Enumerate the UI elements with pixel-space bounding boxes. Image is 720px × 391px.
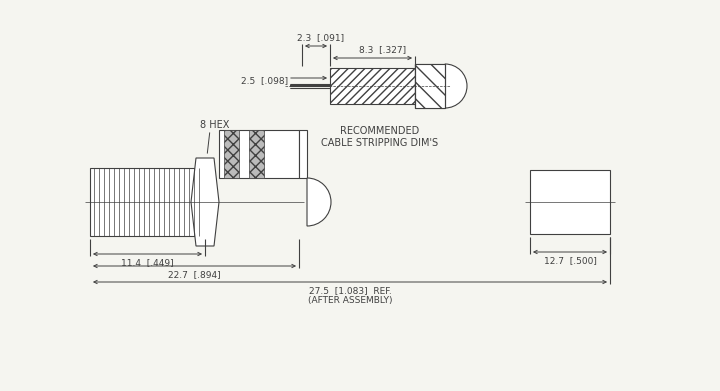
Bar <box>219 130 299 178</box>
Text: 11.4  [.449]: 11.4 [.449] <box>121 258 174 267</box>
Bar <box>90 168 205 236</box>
Text: 8.3  [.327]: 8.3 [.327] <box>359 45 406 54</box>
Text: 2.5  [.098]: 2.5 [.098] <box>241 77 288 86</box>
Bar <box>330 68 415 104</box>
Text: 8 HEX: 8 HEX <box>200 120 230 130</box>
Wedge shape <box>307 178 331 226</box>
Text: 22.7  [.894]: 22.7 [.894] <box>168 270 221 279</box>
Text: 12.7  [.500]: 12.7 [.500] <box>544 256 596 265</box>
Bar <box>530 170 610 234</box>
Polygon shape <box>191 158 219 246</box>
Bar <box>224 130 239 178</box>
Bar <box>415 64 445 108</box>
Text: 27.5  [1.083]  REF.
(AFTER ASSEMBLY): 27.5 [1.083] REF. (AFTER ASSEMBLY) <box>307 286 392 305</box>
Wedge shape <box>445 64 467 108</box>
Bar <box>415 64 445 108</box>
Text: 2.3  [.091]: 2.3 [.091] <box>297 33 345 42</box>
Bar <box>249 130 264 178</box>
Bar <box>299 130 307 178</box>
Text: RECOMMENDED
CABLE STRIPPING DIM'S: RECOMMENDED CABLE STRIPPING DIM'S <box>321 126 438 147</box>
Bar <box>415 64 445 108</box>
